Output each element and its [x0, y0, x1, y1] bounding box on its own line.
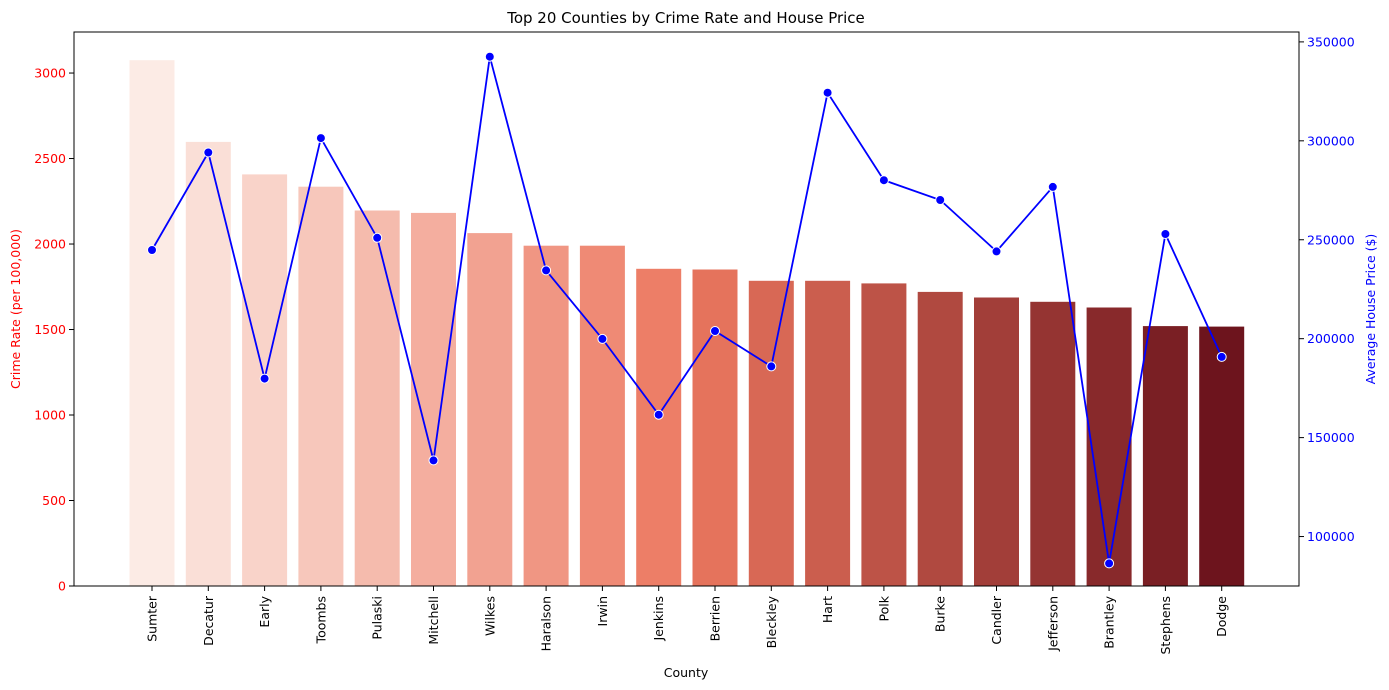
- bar-pulaski: [354, 210, 400, 586]
- x-tick-label-stephens: Stephens: [1158, 596, 1173, 655]
- x-tick-label-jefferson: Jefferson: [1045, 596, 1060, 652]
- price-point-early: [259, 373, 270, 384]
- y-right-tick-label: 350000: [1307, 34, 1355, 49]
- x-tick-label-early: Early: [257, 595, 272, 627]
- price-point-burke: [935, 195, 946, 205]
- x-tick-label-wilkes: Wilkes: [482, 596, 497, 636]
- line-layer: [147, 51, 1227, 569]
- x-tick-label-sumter: Sumter: [145, 595, 160, 642]
- house-price-line: [151, 56, 1223, 564]
- bar-polk: [861, 283, 907, 586]
- x-tick-label-pulaski: Pulaski: [370, 596, 385, 640]
- bars-layer: [129, 60, 1245, 586]
- y-left-tick-label: 2500: [34, 151, 66, 166]
- x-tick-label-berrien: Berrien: [708, 596, 723, 641]
- bar-wilkes: [467, 233, 513, 586]
- price-point-hart: [822, 87, 833, 98]
- x-tick-label-hart: Hart: [820, 596, 835, 623]
- axes-layer: 0 500 1000 1500 2000 2500 3000 100000 150000 2000…: [34, 31, 1355, 655]
- price-point-bleckley: [766, 361, 777, 372]
- y-right-tick-label: 150000: [1307, 430, 1355, 445]
- price-point-wilkes: [484, 51, 495, 62]
- x-tick-label-dodge: Dodge: [1214, 596, 1229, 637]
- bar-sumter: [129, 60, 175, 586]
- y-axis-left-label: Crime Rate (per 100,000): [8, 229, 23, 389]
- chart-title: Top 20 Counties by Crime Rate and House …: [506, 9, 865, 27]
- bar-jefferson: [1030, 301, 1076, 586]
- bar-irwin: [579, 245, 625, 586]
- price-point-jefferson: [1047, 181, 1058, 192]
- price-point-haralson: [541, 265, 552, 276]
- price-point-irwin: [597, 333, 608, 344]
- y-right-tick-label: 200000: [1307, 331, 1355, 346]
- price-point-decatur: [203, 147, 214, 158]
- price-point-sumter: [147, 245, 157, 255]
- y-axis-right-label: Average House Price ($): [1363, 234, 1378, 385]
- y-left-tick-label: 2000: [34, 237, 66, 252]
- bar-burke: [917, 291, 963, 586]
- x-tick-label-candler: Candler: [989, 595, 1004, 644]
- price-point-polk: [878, 175, 889, 186]
- bar-decatur: [185, 141, 231, 586]
- x-tick-label-brantley: Brantley: [1102, 595, 1117, 648]
- plot-frame: [73, 31, 1300, 587]
- price-point-candler: [991, 246, 1002, 257]
- price-point-berrien: [710, 326, 720, 336]
- y-left-tick-label: 1000: [34, 408, 66, 423]
- bar-brantley: [1086, 307, 1132, 586]
- x-tick-label-burke: Burke: [933, 596, 948, 632]
- y-left-tick-label: 3000: [34, 66, 66, 81]
- y-left-tick-label: 1500: [34, 322, 66, 337]
- y-left-tick-label: 0: [58, 579, 66, 594]
- x-tick-label-mitchell: Mitchell: [426, 596, 441, 645]
- bar-stephens: [1142, 326, 1188, 586]
- x-tick-label-polk: Polk: [876, 595, 891, 621]
- y-right-tick-label: 250000: [1307, 232, 1355, 247]
- bar-berrien: [692, 269, 738, 586]
- x-tick-label-haralson: Haralson: [539, 596, 554, 651]
- price-point-toombs: [315, 133, 326, 144]
- bar-hart: [805, 280, 851, 586]
- x-tick-label-irwin: Irwin: [595, 596, 610, 626]
- bar-jenkins: [636, 268, 682, 586]
- bar-candler: [974, 297, 1019, 586]
- price-point-dodge: [1216, 351, 1227, 362]
- bar-dodge: [1199, 326, 1245, 586]
- price-point-brantley: [1104, 558, 1115, 569]
- price-point-stephens: [1160, 229, 1171, 239]
- y-right-tick-label: 300000: [1307, 133, 1355, 148]
- x-tick-label-jenkins: Jenkins: [651, 596, 666, 641]
- price-point-jenkins: [653, 409, 664, 420]
- price-point-mitchell: [428, 455, 439, 466]
- bar-toombs: [298, 186, 344, 586]
- x-tick-label-toombs: Toombs: [313, 596, 328, 644]
- x-tick-label-bleckley: Bleckley: [764, 595, 779, 648]
- y-right-tick-label: 100000: [1307, 529, 1355, 544]
- bar-bleckley: [748, 280, 794, 586]
- x-tick-label-decatur: Decatur: [201, 595, 216, 646]
- x-axis-label: County: [664, 665, 709, 680]
- y-left-tick-label: 500: [42, 493, 66, 508]
- bar-haralson: [523, 245, 569, 586]
- price-point-pulaski: [372, 232, 383, 243]
